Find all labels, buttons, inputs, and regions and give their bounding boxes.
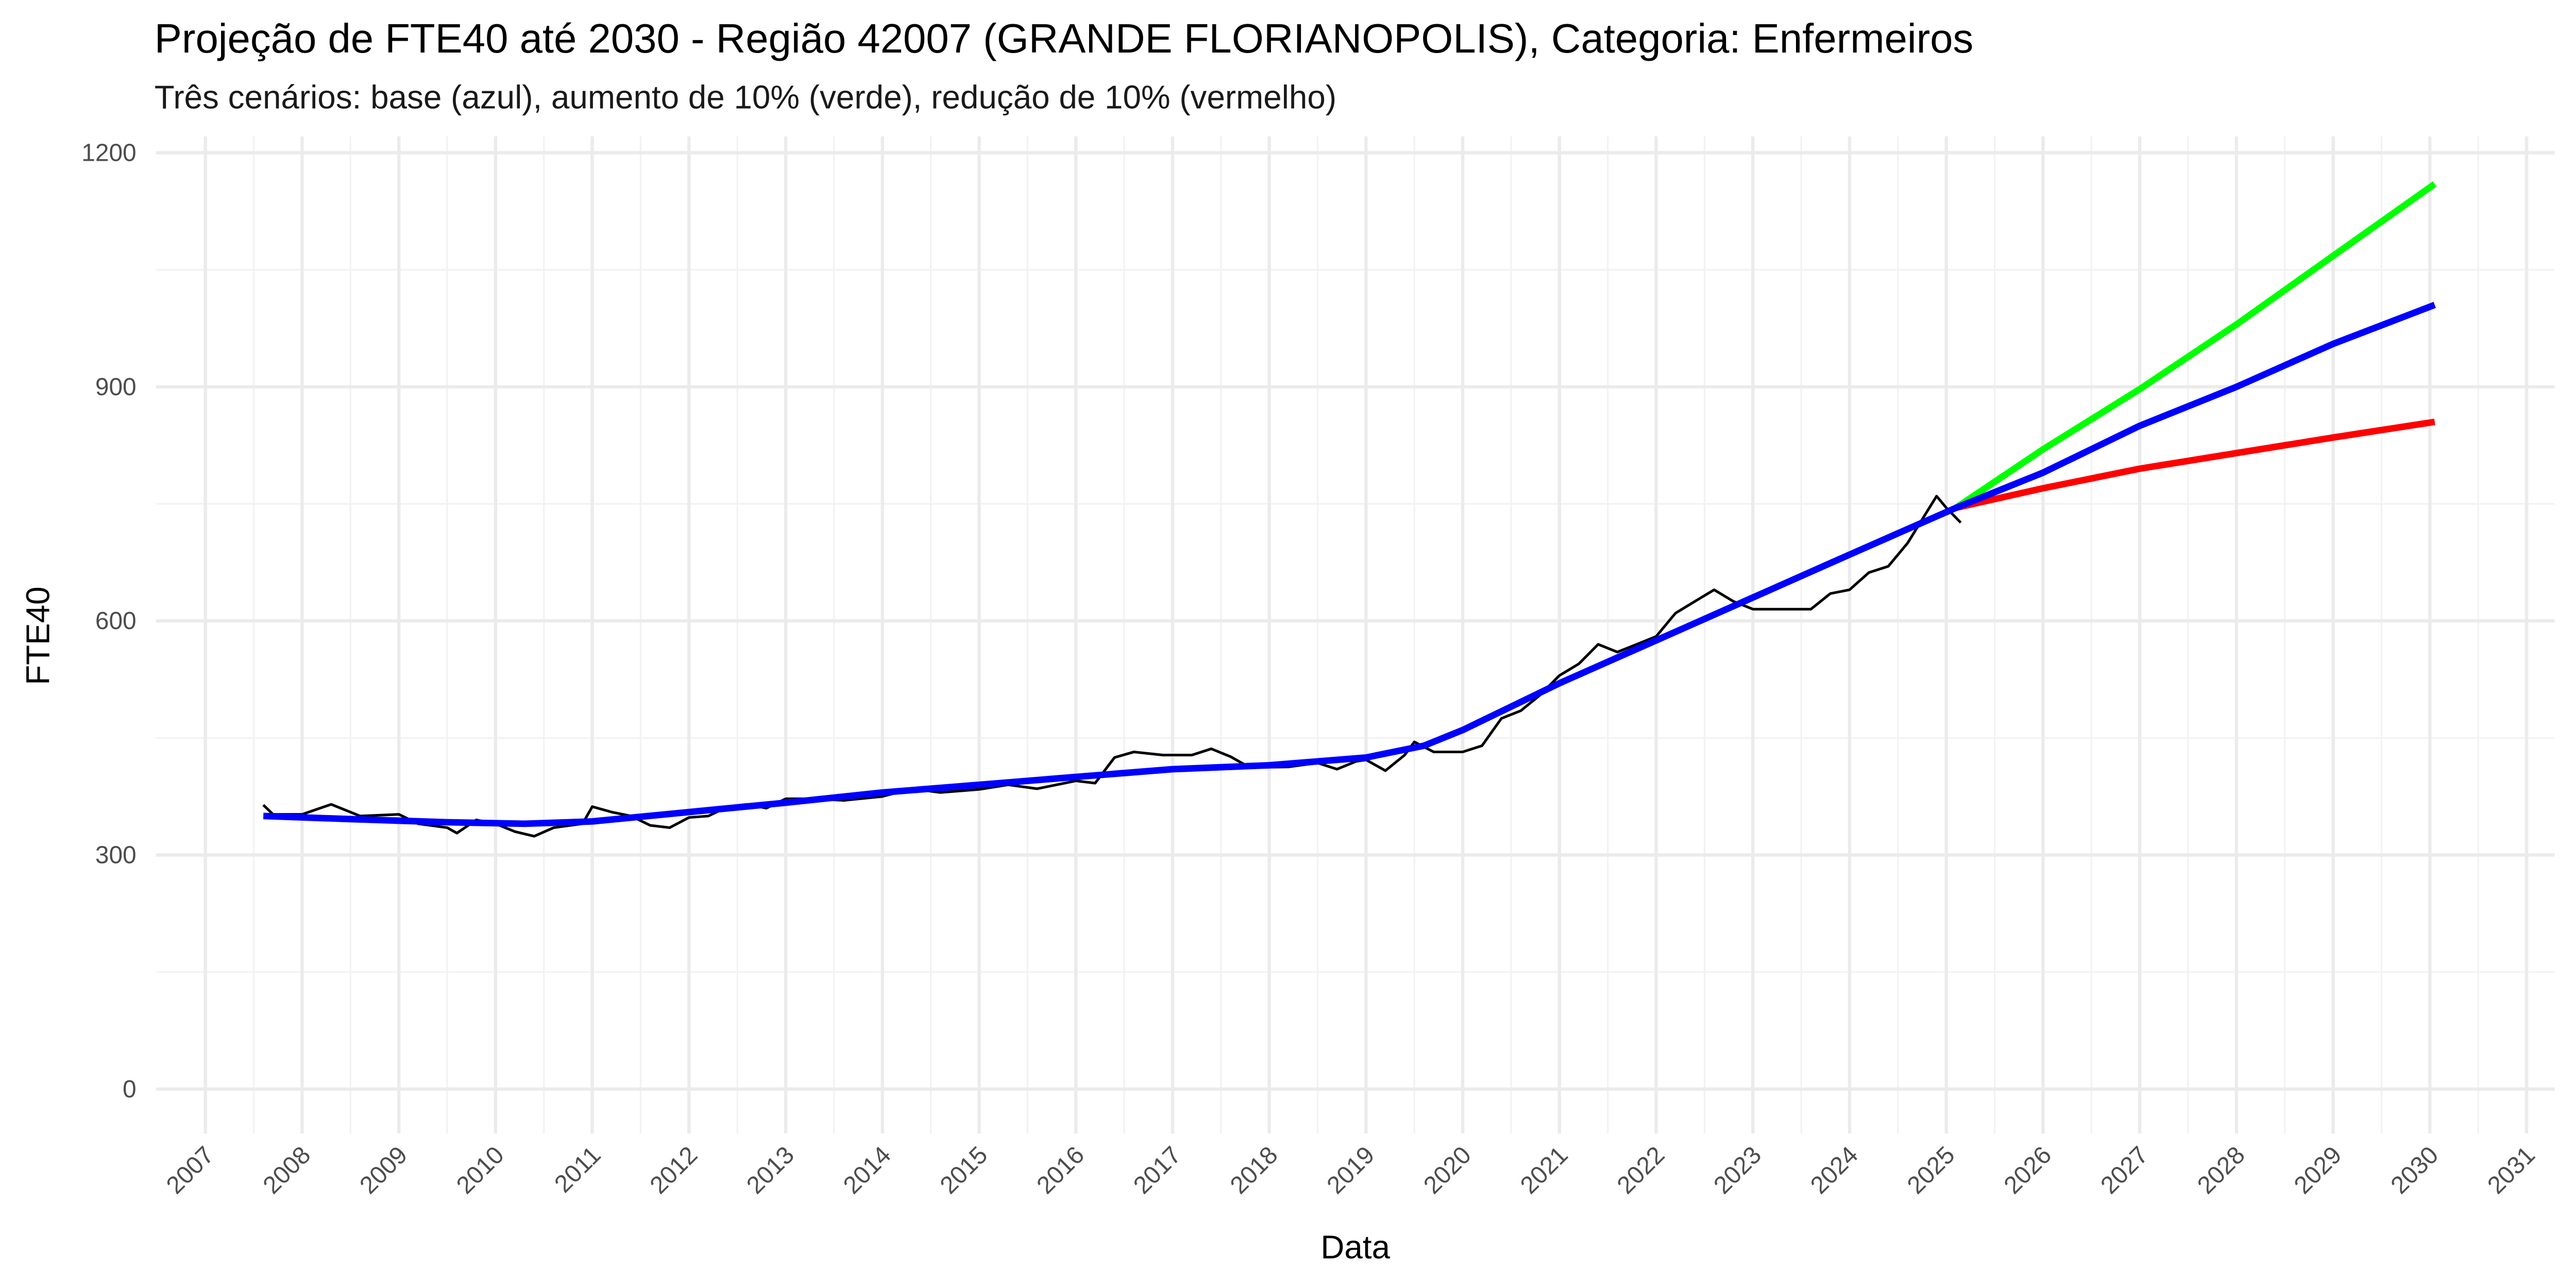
x-tick-label: 2014 <box>838 1141 896 1199</box>
x-tick-label: 2011 <box>549 1141 606 1198</box>
series-line <box>1954 181 2437 511</box>
y-axis-label: FTE40 <box>20 586 57 685</box>
x-tick-label: 2012 <box>645 1141 703 1199</box>
x-tick-label: 2024 <box>1805 1141 1863 1199</box>
x-tick-label: 2026 <box>1999 1141 2057 1199</box>
x-tick-label: 2018 <box>1225 1141 1283 1199</box>
x-tick-label: 2023 <box>1708 1141 1767 1199</box>
x-tick-label: 2020 <box>1418 1141 1477 1199</box>
x-tick-label: 2031 <box>2482 1141 2540 1199</box>
x-tick-label: 2022 <box>1612 1141 1670 1199</box>
y-tick-label: 0 <box>123 1076 137 1103</box>
x-tick-label: 2019 <box>1322 1141 1380 1199</box>
x-tick-label: 2007 <box>161 1141 219 1199</box>
x-tick-label: 2013 <box>741 1141 800 1199</box>
x-tick-label: 2017 <box>1128 1141 1187 1199</box>
y-tick-label: 900 <box>95 374 137 401</box>
series-line <box>263 301 2436 827</box>
y-tick-label: 600 <box>95 607 137 635</box>
x-tick-label: 2021 <box>1515 1141 1573 1199</box>
x-tick-label: 2030 <box>2386 1141 2444 1199</box>
x-tick-label: 2016 <box>1031 1141 1090 1199</box>
x-tick-label: 2025 <box>1902 1141 1960 1199</box>
x-tick-label: 2015 <box>935 1141 993 1199</box>
x-tick-label: 2008 <box>258 1141 316 1199</box>
series-line <box>262 495 1962 838</box>
chart-subtitle: Três cenários: base (azul), aumento de 1… <box>155 78 1336 115</box>
x-axis-label: Data <box>1320 1229 1390 1266</box>
chart-title: Projeção de FTE40 até 2030 - Região 4200… <box>155 15 1974 61</box>
x-tick-label: 2010 <box>451 1141 510 1199</box>
x-tick-label: 2027 <box>2095 1141 2154 1199</box>
y-tick-label: 1200 <box>81 139 136 166</box>
series-line <box>1955 418 2435 511</box>
y-tick-label: 300 <box>95 842 137 869</box>
x-tick-label: 2009 <box>354 1141 413 1199</box>
x-tick-label: 2029 <box>2289 1141 2347 1199</box>
x-tick-label: 2028 <box>2192 1141 2250 1199</box>
